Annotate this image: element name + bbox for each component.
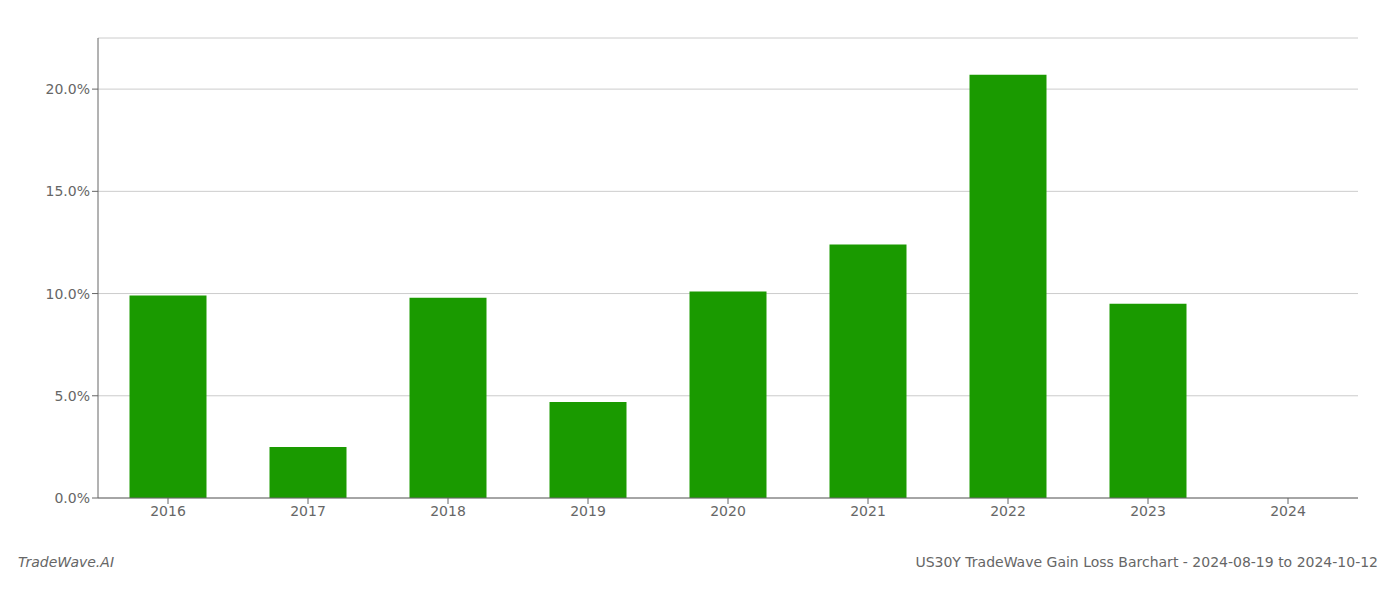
svg-text:2024: 2024	[1270, 503, 1306, 519]
svg-text:2017: 2017	[290, 503, 326, 519]
svg-text:20.0%: 20.0%	[46, 81, 90, 97]
svg-text:2019: 2019	[570, 503, 606, 519]
html-text:TradeWave.AI: TradeWave.AI	[18, 554, 114, 570]
svg-text:2023: 2023	[1130, 503, 1166, 519]
svg-text:5.0%: 5.0%	[54, 388, 90, 404]
svg-text:10.0%: 10.0%	[46, 286, 90, 302]
svg-text:2020: 2020	[710, 503, 746, 519]
svg-text:2016: 2016	[150, 503, 186, 519]
svg-text:2021: 2021	[850, 503, 886, 519]
svg-text:2018: 2018	[430, 503, 466, 519]
svg-text:2022: 2022	[990, 503, 1026, 519]
svg-text:15.0%: 15.0%	[46, 183, 90, 199]
html-text:US30Y TradeWave Gain Loss Barc: US30Y TradeWave Gain Loss Barchart - 202…	[915, 554, 1378, 570]
svg-text:0.0%: 0.0%	[54, 490, 90, 506]
